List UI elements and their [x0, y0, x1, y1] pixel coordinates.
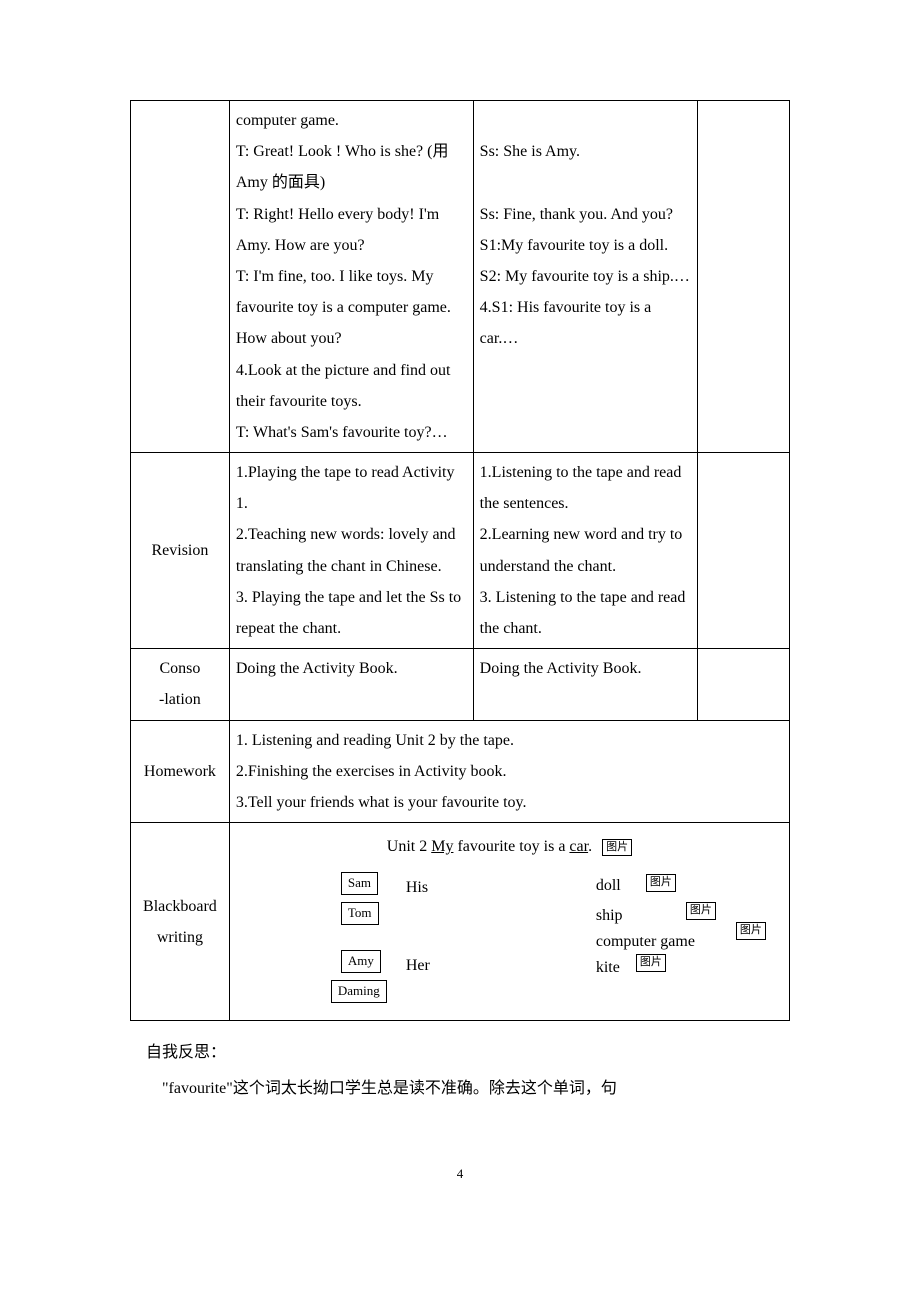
image-placeholder: 图片 — [636, 954, 666, 971]
table-row: Blackboard writing Unit 2 My favourite t… — [131, 823, 790, 1021]
teacher-activity-cell: Doing the Activity Book. — [229, 649, 473, 720]
image-placeholder: 图片 — [686, 902, 716, 919]
student-activity-cell: 1.Listening to the tape and read the sen… — [473, 453, 697, 649]
name-box-tom: Tom — [341, 902, 379, 925]
name-box-daming: Daming — [331, 980, 387, 1003]
blackboard-title: Unit 2 My favourite toy is a car. 图片 — [236, 831, 783, 862]
notes-cell — [697, 453, 789, 649]
blackboard-diagram: Sam Tom Amy Daming His Her doll ship com… — [236, 868, 783, 1008]
teacher-activity-cell: 1.Playing the tape to read Activity 1. 2… — [229, 453, 473, 649]
name-box-amy: Amy — [341, 950, 381, 973]
table-row: computer game. T: Great! Look ! Who is s… — [131, 101, 790, 453]
title-text: Unit 2 — [387, 838, 431, 855]
table-row: Revision 1.Playing the tape to read Acti… — [131, 453, 790, 649]
table-row: Homework 1. Listening and reading Unit 2… — [131, 720, 790, 823]
toy-kite: kite — [596, 952, 620, 983]
notes-cell — [697, 720, 789, 823]
blackboard-content-cell: Unit 2 My favourite toy is a car. 图片 Sam… — [229, 823, 789, 1021]
reflection-paragraph: "favourite"这个词太长拗口学生总是读不准确。除去这个单词，句 — [130, 1071, 790, 1106]
row-label-empty — [131, 101, 230, 453]
title-underline-my: My — [431, 838, 453, 855]
pronoun-his: His — [406, 872, 428, 903]
document-page: computer game. T: Great! Look ! Who is s… — [0, 0, 920, 1242]
image-placeholder: 图片 — [602, 839, 632, 856]
row-label-blackboard: Blackboard writing — [131, 823, 230, 1021]
table-row: Conso -lation Doing the Activity Book. D… — [131, 649, 790, 720]
pronoun-her: Her — [406, 950, 430, 981]
title-text: favourite toy is a — [453, 838, 569, 855]
image-placeholder: 图片 — [646, 874, 676, 891]
student-activity-cell: Ss: She is Amy. Ss: Fine, thank you. And… — [473, 101, 697, 453]
teacher-activity-cell: computer game. T: Great! Look ! Who is s… — [229, 101, 473, 453]
title-underline-car: car — [569, 838, 588, 855]
notes-cell — [697, 649, 789, 720]
reflection-section: 自我反思： "favourite"这个词太长拗口学生总是读不准确。除去这个单词，… — [130, 1035, 790, 1105]
toy-doll: doll — [596, 870, 621, 901]
page-number: 4 — [130, 1166, 790, 1182]
image-placeholder: 图片 — [736, 922, 766, 939]
row-label-revision: Revision — [131, 453, 230, 649]
reflection-heading: 自我反思： — [130, 1035, 790, 1070]
lesson-plan-table: computer game. T: Great! Look ! Who is s… — [130, 100, 790, 1021]
homework-content-cell: 1. Listening and reading Unit 2 by the t… — [229, 720, 697, 823]
row-label-consolation: Conso -lation — [131, 649, 230, 720]
student-activity-cell: Doing the Activity Book. — [473, 649, 697, 720]
notes-cell — [697, 101, 789, 453]
title-text: . — [588, 838, 592, 855]
name-box-sam: Sam — [341, 872, 378, 895]
row-label-homework: Homework — [131, 720, 230, 823]
